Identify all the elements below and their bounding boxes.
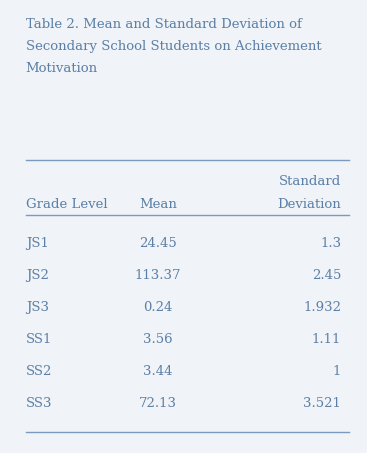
Text: 1.11: 1.11 xyxy=(312,333,341,346)
Text: SS2: SS2 xyxy=(26,365,52,378)
Text: 3.521: 3.521 xyxy=(304,397,341,410)
Text: SS1: SS1 xyxy=(26,333,52,346)
Text: Grade Level: Grade Level xyxy=(26,198,107,211)
Text: Standard: Standard xyxy=(279,175,341,188)
Text: 72.13: 72.13 xyxy=(139,397,177,410)
Text: Motivation: Motivation xyxy=(26,62,98,75)
Text: Deviation: Deviation xyxy=(277,198,341,211)
Text: Mean: Mean xyxy=(139,198,177,211)
Text: Table 2. Mean and Standard Deviation of: Table 2. Mean and Standard Deviation of xyxy=(26,18,302,31)
Text: SS3: SS3 xyxy=(26,397,52,410)
Text: 3.56: 3.56 xyxy=(143,333,172,346)
Text: 113.37: 113.37 xyxy=(135,269,181,282)
Text: 24.45: 24.45 xyxy=(139,237,177,250)
Text: JS2: JS2 xyxy=(26,269,48,282)
Text: JS3: JS3 xyxy=(26,301,49,314)
Text: 1: 1 xyxy=(333,365,341,378)
Text: 2.45: 2.45 xyxy=(312,269,341,282)
Text: 0.24: 0.24 xyxy=(143,301,172,314)
Text: 1.3: 1.3 xyxy=(320,237,341,250)
Text: Secondary School Students on Achievement: Secondary School Students on Achievement xyxy=(26,40,321,53)
Text: 1.932: 1.932 xyxy=(303,301,341,314)
Text: 3.44: 3.44 xyxy=(143,365,172,378)
Text: JS1: JS1 xyxy=(26,237,48,250)
